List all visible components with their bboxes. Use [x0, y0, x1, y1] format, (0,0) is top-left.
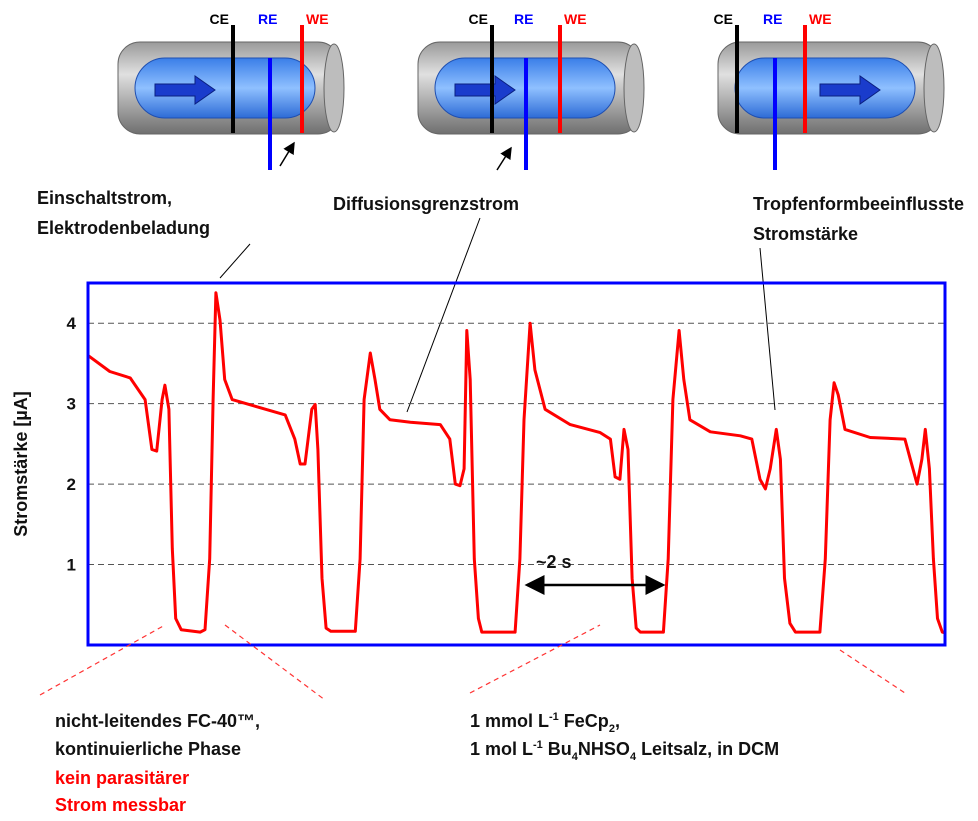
dashed-leaders: [40, 625, 905, 700]
electrode-label: WE: [306, 11, 329, 27]
annotation: kontinuierliche Phase: [55, 739, 241, 759]
text-part: NHSO: [578, 739, 630, 759]
annotation: Stromstärke: [753, 224, 858, 244]
leader-line: [760, 248, 775, 410]
y-tick-label: 2: [67, 475, 76, 494]
text-part: 1 mol L: [470, 739, 533, 759]
current-line: [88, 293, 945, 633]
superscript: -1: [533, 739, 543, 751]
chart: CE RE WE CE RE WE CE RE WE Einschaltstrom, Elekt…: [0, 0, 978, 821]
electrode-label: CE: [469, 11, 488, 27]
superscript: -1: [549, 711, 559, 723]
text-part: 1 mmol L: [470, 711, 549, 731]
y-tick-label: 1: [67, 556, 76, 575]
cylinder-end: [924, 44, 944, 132]
pointer-arrow: [497, 148, 511, 170]
plot: 1 2 3 4 Stromstärke [µA]: [11, 283, 945, 645]
annotation: Diffusionsgrenzstrom: [333, 194, 519, 214]
annotation: ~2 s: [536, 552, 572, 572]
y-tick-label: 3: [67, 395, 76, 414]
annotation: 1 mmol L-1 FeCp2,: [470, 711, 620, 735]
electrode-label: RE: [763, 11, 782, 27]
diagrams: CE RE WE CE RE WE CE RE WE: [118, 11, 944, 170]
cylinder-end: [324, 44, 344, 132]
annotation: 1 mol L-1 Bu4NHSO4 Leitsalz, in DCM: [470, 739, 779, 763]
electrode-label: CE: [714, 11, 733, 27]
text-part: Bu: [543, 739, 572, 759]
pointer-arrow: [280, 143, 294, 166]
y-tick-label: 4: [67, 314, 77, 333]
text-part: ,: [615, 711, 620, 731]
annotation: Einschaltstrom,: [37, 188, 172, 208]
leader-line: [220, 244, 250, 278]
annotation: nicht-leitendes FC-40™,: [55, 711, 260, 731]
annotation: kein parasitärer: [55, 768, 189, 788]
electrode-label: WE: [564, 11, 587, 27]
electrode-label: WE: [809, 11, 832, 27]
text-part: FeCp: [559, 711, 609, 731]
text-part: Leitsalz, in DCM: [636, 739, 779, 759]
y-axis-label: Stromstärke [µA]: [11, 391, 31, 536]
cylinder-end: [624, 44, 644, 132]
annotation: Strom messbar: [55, 795, 186, 815]
electrode-label: CE: [210, 11, 229, 27]
annotation: Elektrodenbeladung: [37, 218, 210, 238]
electrode-label: RE: [514, 11, 533, 27]
annotation: Tropfenformbeeinflusste: [753, 194, 964, 214]
electrode-label: RE: [258, 11, 277, 27]
